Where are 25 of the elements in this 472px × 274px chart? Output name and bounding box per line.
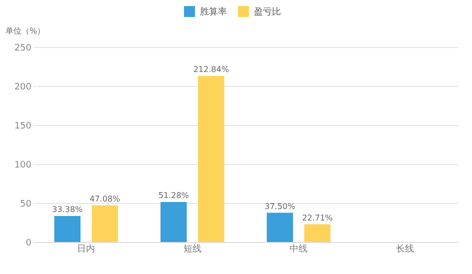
y-tick-label: 250 [14, 44, 32, 54]
legend-label: 盈亏比 [254, 6, 281, 18]
y-tick-label: 0 [26, 238, 32, 248]
x-tick-label: 短线 [183, 244, 202, 254]
bar [160, 202, 187, 242]
bar [266, 212, 293, 242]
data-label: 47.08% [90, 194, 121, 204]
x-tick-label: 中线 [290, 244, 308, 254]
bar [198, 76, 224, 242]
data-label: 33.38% [52, 204, 84, 214]
data-label: 22.71% [302, 213, 334, 222]
y-tick-label: 50 [20, 200, 32, 210]
x-tick-label: 日内 [77, 244, 96, 254]
data-label: 37.50% [264, 202, 296, 211]
y-tick-label: 200 [14, 82, 32, 92]
y-tick-label: 100 [14, 160, 32, 170]
x-tick-label: 长线 [396, 244, 414, 254]
data-label: 212.84% [193, 64, 230, 74]
y-tick-label: 150 [14, 122, 32, 132]
data-label: 51.28% [158, 191, 190, 200]
y-axis-title: 单位（%） [6, 26, 46, 36]
bar [54, 216, 80, 242]
bar [304, 224, 330, 242]
legend-label: 胜算率 [200, 6, 227, 18]
bar [92, 205, 118, 242]
